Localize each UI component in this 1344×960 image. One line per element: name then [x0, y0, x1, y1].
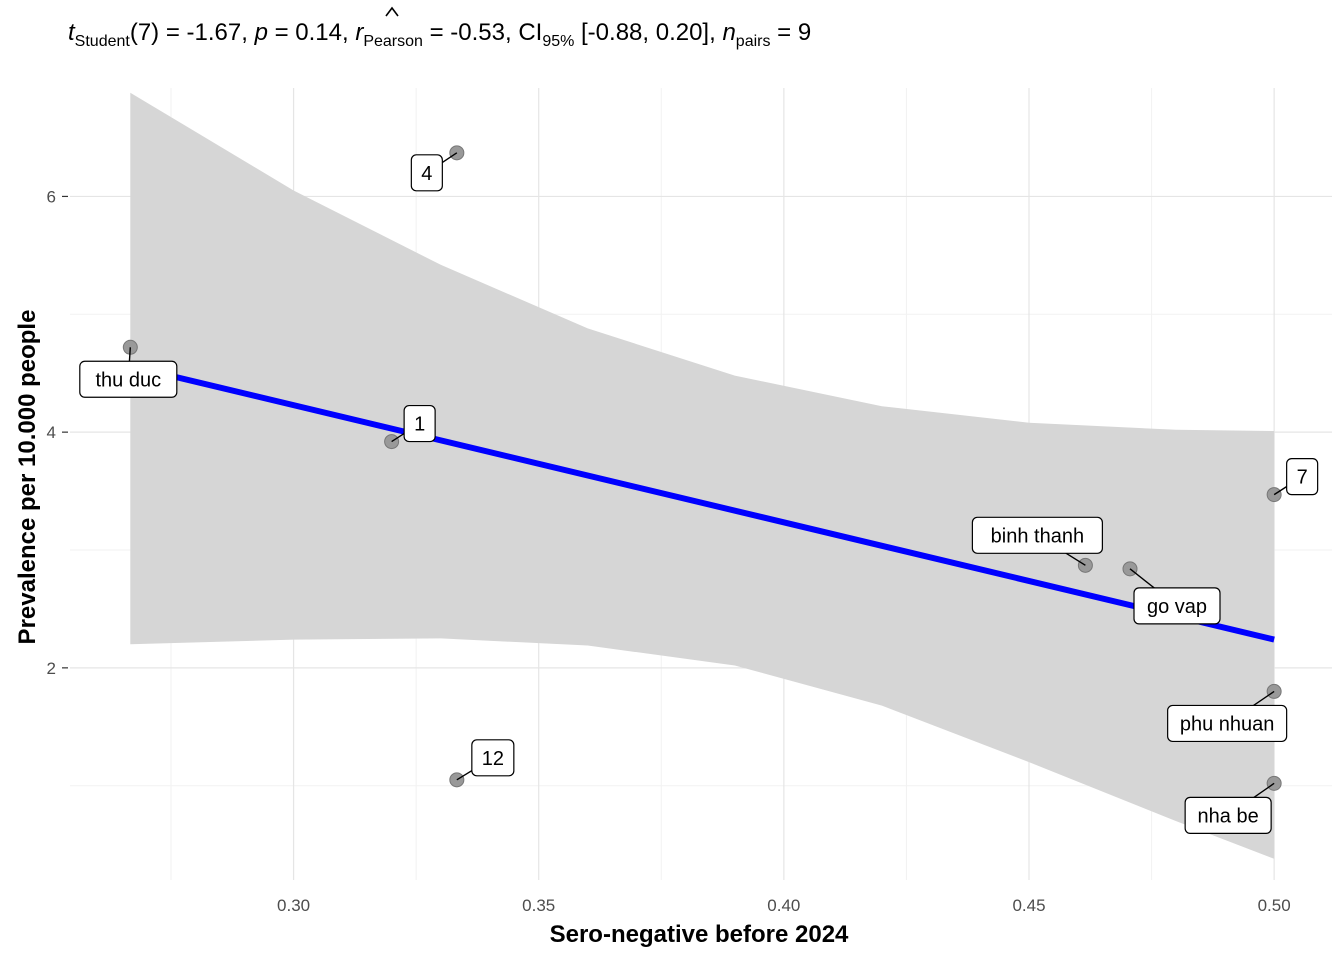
y-tick-label: 4: [47, 423, 56, 442]
y-tick-label: 6: [47, 187, 56, 206]
point-label: 7: [1297, 467, 1308, 489]
point-label: 1: [414, 414, 425, 436]
y-axis-title: Prevalence per 10.000 people: [14, 310, 41, 645]
point-label: phu nhuan: [1180, 713, 1275, 735]
x-tick-label: 0.50: [1258, 896, 1291, 915]
label-box: [971, 516, 1103, 554]
point-label: 4: [421, 163, 432, 185]
label-box: [1184, 796, 1272, 834]
confidence-band-area: [130, 92, 1275, 859]
x-tick-label: 0.35: [522, 896, 555, 915]
point-label: go vap: [1147, 596, 1207, 618]
r-hat-accent: [385, 6, 399, 17]
chart-subtitle: tStudent(7) = -1.67, p = 0.14, rPearson …: [68, 19, 811, 50]
point-label: 12: [482, 748, 504, 770]
label-box: [471, 739, 515, 777]
point-label: binh thanh: [991, 525, 1084, 547]
label-box: [1133, 587, 1221, 625]
x-axis-title: Sero-negative before 2024: [550, 921, 849, 948]
regression-line: [129, 363, 1275, 643]
point-labels: thu duc 1 4 12 binh thanh go vap 7 phu nhuan nha…: [79, 152, 1319, 834]
axis-ticks: 0.30 0.35 0.40 0.45 0.50 2 4 6: [47, 187, 1291, 915]
y-tick-label: 2: [47, 659, 56, 678]
label-box: [1167, 704, 1288, 743]
x-tick-label: 0.30: [277, 896, 310, 915]
confidence-band: [130, 92, 1275, 859]
label-box: [79, 360, 178, 398]
point-label: thu duc: [96, 369, 162, 391]
fit-line: [129, 363, 1275, 643]
x-tick-label: 0.45: [1012, 896, 1045, 915]
x-tick-label: 0.40: [767, 896, 800, 915]
label-box: [1286, 458, 1319, 496]
label-box: [403, 404, 436, 443]
label-box: [410, 154, 443, 192]
point-label: nha be: [1198, 805, 1259, 827]
